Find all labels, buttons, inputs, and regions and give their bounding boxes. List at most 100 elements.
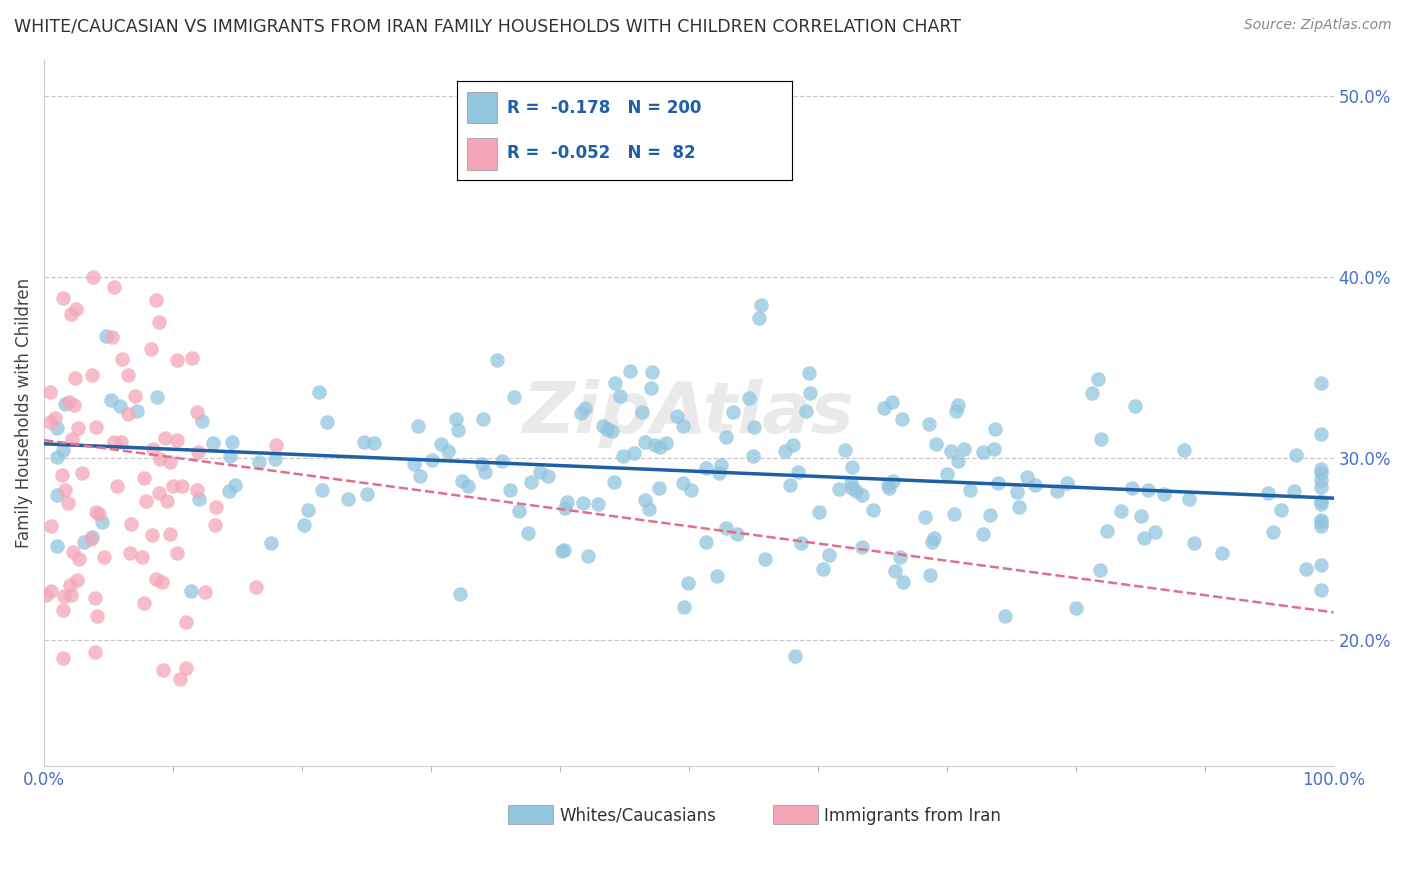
Point <box>1046 483 1069 498</box>
Point <box>773 444 796 458</box>
Point <box>444 411 467 425</box>
Point <box>834 443 856 458</box>
Point <box>356 487 378 501</box>
Point <box>201 436 224 450</box>
Point <box>972 527 994 541</box>
Point <box>1087 372 1109 386</box>
Point <box>603 376 626 390</box>
Point <box>851 540 873 554</box>
Point <box>1173 442 1195 457</box>
Point <box>89 508 111 522</box>
Point <box>66 573 89 587</box>
Point <box>714 521 737 535</box>
Point <box>264 452 287 467</box>
Point <box>353 435 375 450</box>
Point <box>337 491 360 506</box>
Point <box>882 474 904 488</box>
Point <box>316 416 339 430</box>
Point <box>103 434 125 449</box>
Point <box>1285 448 1308 462</box>
Point <box>145 293 167 307</box>
Point <box>619 363 641 377</box>
Point <box>529 465 551 479</box>
Point <box>678 576 700 591</box>
Point <box>983 442 1005 456</box>
Point <box>86 419 108 434</box>
Point <box>1129 508 1152 523</box>
Point <box>457 479 479 493</box>
Point <box>811 562 834 576</box>
Point <box>194 585 217 599</box>
Point <box>877 478 900 492</box>
Point <box>935 467 957 481</box>
Point <box>994 609 1017 624</box>
Point <box>1309 518 1331 533</box>
Point <box>1064 601 1087 615</box>
Point <box>945 403 967 417</box>
Text: ZipAtlas: ZipAtlas <box>523 378 855 448</box>
Point <box>132 471 155 485</box>
Point <box>1309 462 1331 476</box>
Point <box>80 530 103 544</box>
Point <box>918 568 941 582</box>
Point <box>959 483 981 498</box>
Point <box>470 457 492 471</box>
Point <box>218 449 240 463</box>
Point <box>609 389 631 403</box>
Point <box>406 419 429 434</box>
Point <box>862 503 884 517</box>
Point <box>779 478 801 492</box>
Point <box>174 615 197 629</box>
Point <box>93 549 115 564</box>
Point <box>491 454 513 468</box>
Point <box>1182 535 1205 549</box>
Point <box>65 371 87 385</box>
Point <box>485 353 508 368</box>
Point <box>751 298 773 312</box>
Point <box>640 381 662 395</box>
Point <box>1136 483 1159 498</box>
Point <box>149 451 172 466</box>
Point <box>58 395 80 409</box>
Point <box>60 433 83 447</box>
Point <box>52 603 75 617</box>
Point <box>101 330 124 344</box>
Point <box>59 307 82 321</box>
Point <box>1309 558 1331 572</box>
Point <box>292 518 315 533</box>
Point <box>714 430 737 444</box>
Point <box>103 280 125 294</box>
Point <box>180 584 202 599</box>
Point <box>648 481 671 495</box>
Point <box>987 475 1010 490</box>
Point <box>557 495 579 509</box>
Point <box>52 442 75 457</box>
Point <box>308 385 330 400</box>
Point <box>218 483 240 498</box>
Point <box>1024 478 1046 492</box>
Point <box>84 505 107 519</box>
Point <box>797 366 820 380</box>
Point <box>191 414 214 428</box>
Point <box>91 515 114 529</box>
Point <box>1008 500 1031 514</box>
Point <box>1309 497 1331 511</box>
Point <box>550 543 572 558</box>
Point <box>706 569 728 583</box>
Point <box>742 420 765 434</box>
Point <box>166 433 188 447</box>
Point <box>519 475 541 489</box>
Point <box>105 479 128 493</box>
Point <box>1270 503 1292 517</box>
Point <box>1090 432 1112 446</box>
Point <box>1309 515 1331 529</box>
Point <box>630 405 652 419</box>
Point <box>742 449 765 463</box>
Point <box>508 504 530 518</box>
Point <box>63 398 86 412</box>
Point <box>592 419 614 434</box>
Point <box>53 483 76 497</box>
Point <box>1153 486 1175 500</box>
Point <box>153 432 176 446</box>
Point <box>924 531 946 545</box>
